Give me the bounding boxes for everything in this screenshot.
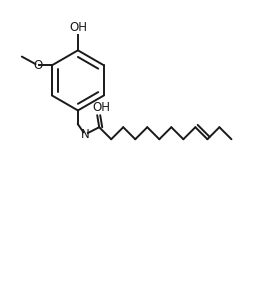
Text: N: N bbox=[81, 128, 90, 141]
Text: OH: OH bbox=[69, 21, 87, 34]
Text: OH: OH bbox=[93, 101, 111, 114]
Text: O: O bbox=[34, 59, 43, 72]
